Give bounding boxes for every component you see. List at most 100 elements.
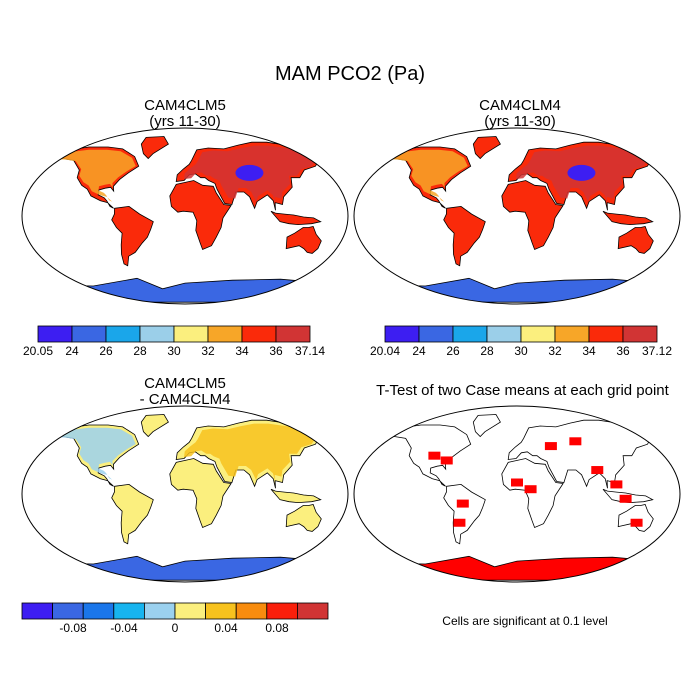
map-border xyxy=(353,127,681,305)
continent-indonesia xyxy=(270,488,322,504)
panel-title-line1: CAM4CLM5 xyxy=(144,97,226,114)
colorbar-tick-label: 34 xyxy=(235,344,249,358)
colorbar-swatch xyxy=(105,325,141,343)
colorbar-tick-label: 20.04 xyxy=(369,344,401,358)
continent-indonesia xyxy=(602,210,654,226)
continent-greenland xyxy=(140,414,169,438)
colorbar-tick-label: 34 xyxy=(582,344,596,358)
colorbar-swatch xyxy=(588,325,624,343)
colorbar-tick-label: 28 xyxy=(480,344,494,358)
map-border xyxy=(21,127,349,305)
significant-cell xyxy=(630,518,643,527)
colorbar-2 xyxy=(21,602,329,620)
map-panel-3 xyxy=(353,405,681,583)
significance-note: Cells are significant at 0.1 level xyxy=(442,614,608,628)
colorbar-swatch xyxy=(275,325,311,343)
panel-title-line1: CAM4CLM4 xyxy=(479,97,561,114)
continent-greenland xyxy=(472,414,501,438)
significant-cell xyxy=(591,466,604,475)
continent-africa xyxy=(501,180,564,251)
colorbar-0 xyxy=(37,325,311,343)
colorbar-swatch xyxy=(173,325,209,343)
continent-australia xyxy=(285,504,322,532)
map-border xyxy=(353,405,681,583)
panel-title-difference: CAM4CLM5 - CAM4CLM4 xyxy=(85,376,285,408)
colorbar-swatch xyxy=(452,325,488,343)
significant-cell xyxy=(428,451,441,460)
continent-southAmerica xyxy=(111,205,154,267)
colorbar-swatch xyxy=(486,325,522,343)
colorbar-tick-label: 0 xyxy=(171,621,179,635)
significant-cell xyxy=(544,442,557,451)
colorbar-1 xyxy=(384,325,658,343)
continent-australia xyxy=(617,226,654,254)
colorbar-tick-label: 28 xyxy=(133,344,147,358)
continent-southAmerica xyxy=(111,483,154,545)
colorbar-swatch xyxy=(266,602,298,620)
central-asia-low xyxy=(235,164,264,181)
colorbar-tick-label: 32 xyxy=(201,344,215,358)
significant-cell xyxy=(456,499,469,508)
colorbar-swatch xyxy=(139,325,175,343)
continent-africa xyxy=(169,180,232,251)
colorbar-swatch xyxy=(207,325,243,343)
continent-indonesia xyxy=(270,210,322,226)
continent-greenland xyxy=(472,136,501,160)
significant-cell xyxy=(619,494,632,503)
colorbar-tick-label: 24 xyxy=(412,344,426,358)
continent-eurasia xyxy=(507,419,660,489)
figure-title: MAM PCO2 (Pa) xyxy=(274,63,426,85)
colorbar-tick-label: 36 xyxy=(616,344,630,358)
colorbar-swatch xyxy=(554,325,590,343)
region-northAmerica xyxy=(53,427,136,480)
colorbar-swatch xyxy=(520,325,556,343)
region-northAmerica xyxy=(385,149,468,202)
region-eurasia xyxy=(184,423,324,482)
colorbar-tick-label: 37.12 xyxy=(641,344,673,358)
colorbar-tick-label: 36 xyxy=(269,344,283,358)
colorbar-tick-label: 37.14 xyxy=(294,344,326,358)
significant-cell xyxy=(511,478,523,487)
continent-africa xyxy=(169,458,232,529)
colorbar-swatch xyxy=(174,602,207,620)
colorbar-swatch xyxy=(622,325,658,343)
colorbar-swatch xyxy=(113,602,145,620)
panel-title-line1: T-Test of two Case means at each grid po… xyxy=(376,382,669,399)
colorbar-tick-label: 30 xyxy=(167,344,181,358)
significant-cell xyxy=(524,485,537,494)
panel-title-line2: (yrs 11-30) xyxy=(484,113,556,130)
colorbar-swatch xyxy=(235,602,268,620)
colorbar-swatch xyxy=(418,325,454,343)
panel-title-ttest: T-Test of two Case means at each grid po… xyxy=(350,383,695,399)
colorbar-swatch xyxy=(71,325,107,343)
colorbar-tick-label: -0.04 xyxy=(110,621,138,635)
colorbar-swatch xyxy=(21,602,54,620)
significant-cell xyxy=(610,480,623,489)
continent-greenland xyxy=(140,136,169,160)
panel-title-cam4clm5: CAM4CLM5 (yrs 11-30) xyxy=(85,98,285,130)
significant-cell xyxy=(569,437,582,446)
colorbar-tick-label: 24 xyxy=(65,344,79,358)
colorbar-tick-label: 26 xyxy=(446,344,460,358)
map-panel-2 xyxy=(21,405,349,583)
continent-australia xyxy=(285,226,322,254)
colorbar-tick-label: 32 xyxy=(548,344,562,358)
map-panel-1 xyxy=(353,127,681,305)
colorbar-tick-label: 30 xyxy=(514,344,528,358)
colorbar-swatch xyxy=(384,325,420,343)
colorbar-swatch xyxy=(37,325,73,343)
significant-cell xyxy=(453,518,466,527)
central-asia-low xyxy=(567,164,596,181)
colorbar-tick-label: 0.08 xyxy=(265,621,289,635)
colorbar-swatch xyxy=(52,602,84,620)
region-northAmerica xyxy=(53,149,136,202)
colorbar-swatch xyxy=(205,602,237,620)
colorbar-swatch xyxy=(143,602,176,620)
map-border xyxy=(21,405,349,583)
continent-southAmerica xyxy=(443,205,486,267)
colorbar-swatch xyxy=(241,325,277,343)
colorbar-tick-label: 26 xyxy=(99,344,113,358)
panel-title-cam4clm4: CAM4CLM4 (yrs 11-30) xyxy=(420,98,620,130)
panel-title-line1: CAM4CLM5 xyxy=(144,375,226,392)
